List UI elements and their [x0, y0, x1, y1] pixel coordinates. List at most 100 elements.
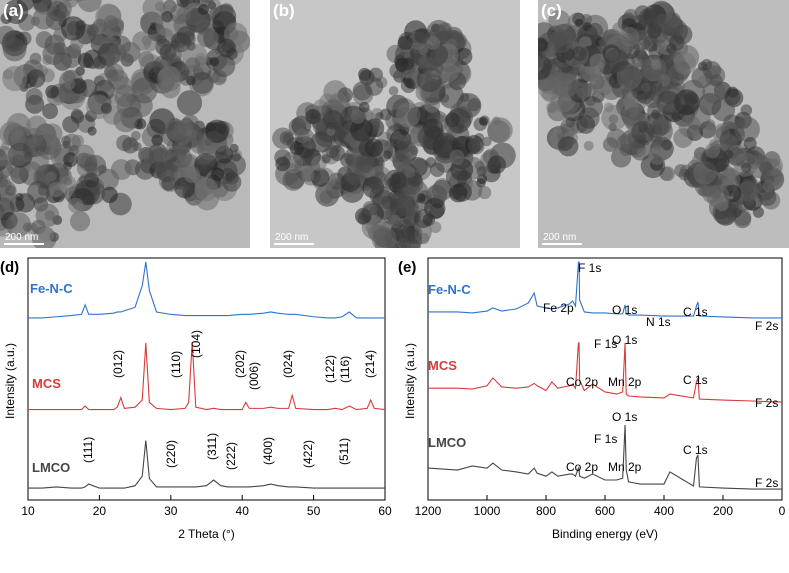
- particle: [12, 137, 36, 161]
- particle: [26, 88, 43, 105]
- particle: [210, 57, 219, 66]
- particle: [401, 57, 414, 70]
- particle: [305, 109, 320, 124]
- particle: [83, 57, 94, 68]
- particle: [631, 121, 654, 144]
- particle: [705, 143, 720, 158]
- peak-annotation: O 1s: [612, 303, 637, 317]
- particle: [582, 83, 596, 97]
- particle: [185, 57, 200, 72]
- particle: [712, 98, 736, 122]
- peak-annotation: (511): [337, 438, 351, 465]
- particle: [414, 209, 433, 228]
- image-label: (c): [541, 1, 562, 20]
- x-axis-label: 2 Theta (°): [178, 527, 235, 541]
- x-tick-label: 40: [236, 504, 250, 518]
- particle: [390, 172, 407, 189]
- series-label: MCS: [428, 358, 457, 373]
- particle: [204, 138, 212, 146]
- particle: [39, 227, 54, 242]
- x-tick-label: 400: [654, 504, 674, 518]
- particle: [61, 136, 71, 146]
- particle: [60, 176, 76, 192]
- particle: [365, 77, 384, 96]
- particle: [27, 181, 50, 204]
- particle: [133, 142, 142, 151]
- peak-annotation: C 1s: [683, 443, 708, 457]
- particle: [351, 110, 365, 124]
- peak-annotation: (104): [189, 330, 203, 358]
- particle: [375, 172, 386, 183]
- peak-annotation: (311): [205, 433, 219, 460]
- particle: [383, 150, 392, 159]
- peak-annotation: Fe 2p: [543, 301, 574, 315]
- particle: [449, 150, 464, 165]
- image-label: (b): [273, 1, 295, 20]
- particle: [716, 126, 730, 140]
- particle: [558, 136, 578, 156]
- particle: [65, 79, 76, 90]
- particle: [42, 103, 58, 119]
- particle: [272, 128, 294, 150]
- peak-annotation: F 1s: [594, 432, 617, 446]
- peak-annotation: F 2s: [755, 396, 778, 410]
- particle: [395, 238, 411, 254]
- particle: [604, 103, 614, 113]
- particle: [222, 173, 241, 192]
- particle: [477, 166, 487, 176]
- particle: [641, 83, 651, 93]
- peak-annotation: F 2s: [755, 476, 778, 490]
- peak-annotation: (202): [233, 350, 247, 378]
- particle: [161, 11, 172, 22]
- peak-annotation: F 2s: [755, 319, 778, 333]
- peak-annotation: C 1s: [683, 373, 708, 387]
- particle: [576, 115, 595, 134]
- particle: [396, 103, 421, 128]
- particle: [705, 119, 716, 130]
- particle: [30, 53, 42, 65]
- particle: [68, 198, 83, 213]
- particle: [439, 22, 453, 36]
- particle: [3, 38, 27, 62]
- tem-image: [270, 0, 520, 261]
- particle: [572, 46, 587, 61]
- peak-annotation: (220): [164, 440, 178, 468]
- particle: [584, 141, 594, 151]
- particle: [328, 144, 337, 153]
- particle: [430, 49, 444, 63]
- particle: [390, 214, 400, 224]
- peak-annotation: (024): [281, 350, 295, 378]
- peak-annotation: (012): [111, 350, 125, 378]
- particle: [707, 185, 730, 208]
- particle: [345, 166, 364, 185]
- particle: [323, 110, 343, 130]
- x-tick-label: 0: [779, 504, 786, 518]
- particle: [398, 35, 413, 50]
- particle: [666, 43, 676, 53]
- particle: [161, 66, 180, 85]
- particle: [295, 129, 310, 144]
- particle: [732, 208, 741, 217]
- particle: [46, 171, 56, 181]
- particle: [488, 155, 506, 173]
- particle: [198, 4, 209, 15]
- particle: [608, 123, 616, 131]
- particle: [548, 72, 572, 96]
- particle: [534, 38, 548, 52]
- panel-label: (e): [398, 259, 416, 276]
- particle: [389, 86, 399, 96]
- particle: [33, 7, 55, 29]
- plot-frame: [428, 258, 782, 500]
- particle: [302, 169, 315, 182]
- peak-annotation: O 1s: [612, 410, 637, 424]
- particle: [417, 193, 425, 201]
- particle: [155, 39, 172, 56]
- particle: [217, 39, 236, 58]
- particle: [549, 30, 573, 54]
- particle: [764, 169, 782, 187]
- particle: [113, 108, 137, 132]
- peak-annotation: C 1s: [683, 305, 708, 319]
- x-tick-label: 200: [713, 504, 733, 518]
